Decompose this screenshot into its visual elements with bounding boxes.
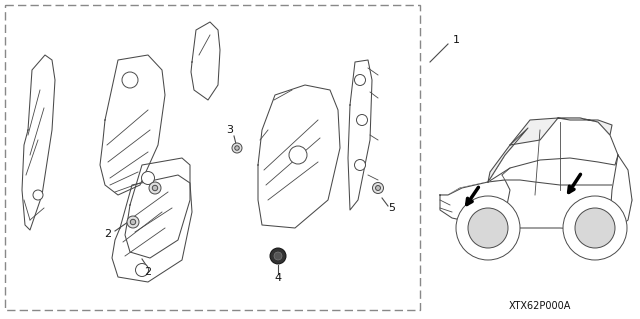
Circle shape (355, 75, 365, 85)
Polygon shape (191, 22, 220, 100)
Circle shape (356, 115, 367, 125)
Circle shape (136, 263, 148, 277)
Circle shape (235, 146, 239, 150)
Circle shape (141, 172, 154, 184)
Circle shape (270, 248, 286, 264)
Text: 5: 5 (388, 203, 396, 213)
Circle shape (127, 216, 139, 228)
Polygon shape (440, 180, 510, 222)
Polygon shape (348, 60, 372, 210)
Text: 1: 1 (452, 35, 460, 45)
Circle shape (152, 185, 157, 191)
Polygon shape (100, 55, 165, 195)
Circle shape (122, 72, 138, 88)
Polygon shape (488, 128, 528, 182)
Circle shape (149, 182, 161, 194)
Polygon shape (610, 155, 632, 228)
Polygon shape (440, 180, 632, 230)
Circle shape (232, 143, 242, 153)
Text: 4: 4 (275, 273, 282, 283)
Circle shape (274, 252, 282, 260)
Polygon shape (125, 158, 190, 258)
Polygon shape (112, 175, 192, 282)
Polygon shape (510, 118, 558, 145)
Polygon shape (22, 55, 55, 230)
Circle shape (372, 182, 383, 194)
Circle shape (289, 146, 307, 164)
Circle shape (456, 196, 520, 260)
Bar (5, 5, 420, 310)
Text: XTX62P000A: XTX62P000A (509, 301, 571, 311)
Circle shape (468, 208, 508, 248)
Circle shape (376, 186, 380, 190)
Text: 3: 3 (227, 125, 234, 135)
Circle shape (575, 208, 615, 248)
Polygon shape (258, 85, 340, 228)
Circle shape (355, 160, 365, 170)
Text: 2: 2 (145, 267, 152, 277)
Text: 2: 2 (104, 229, 111, 239)
Circle shape (563, 196, 627, 260)
Circle shape (33, 190, 43, 200)
Polygon shape (488, 118, 618, 182)
Polygon shape (558, 118, 612, 135)
Circle shape (131, 219, 136, 225)
